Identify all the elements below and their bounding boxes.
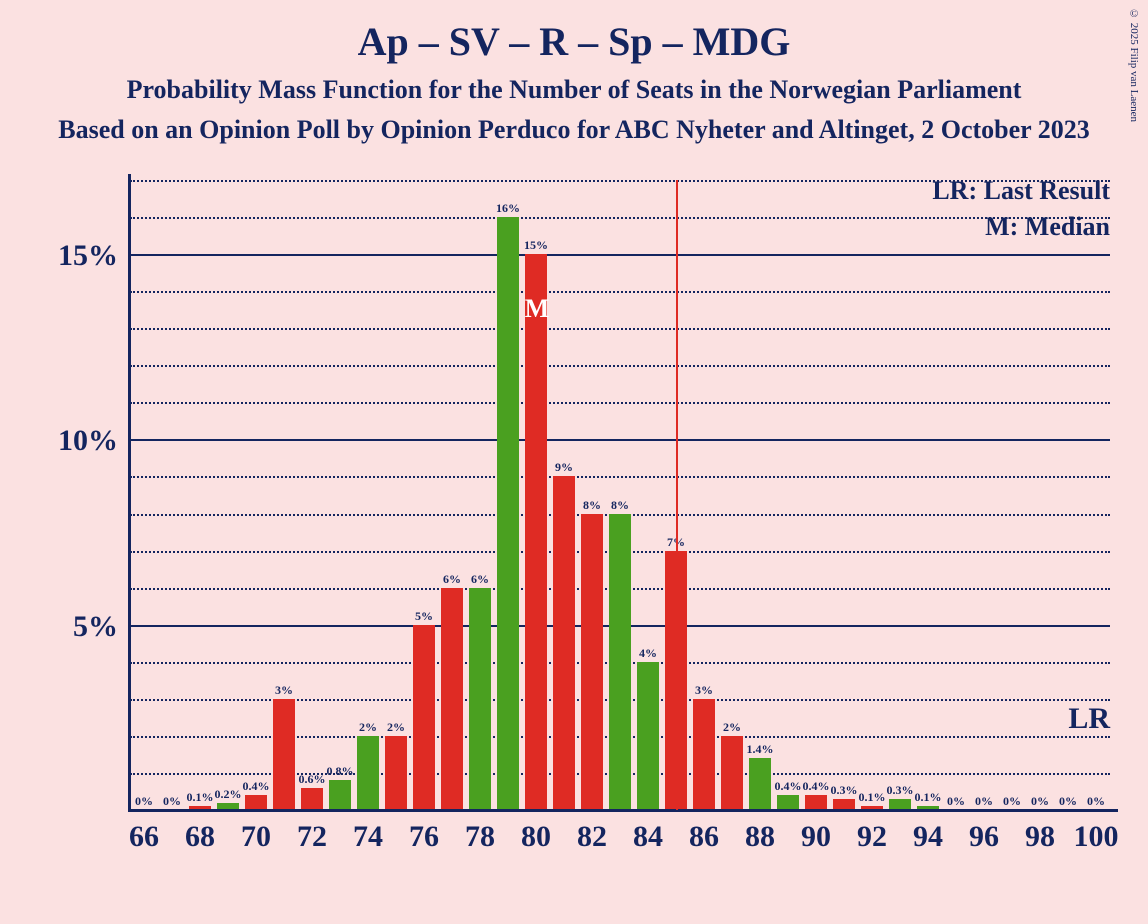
bar-value-label: 5% <box>404 609 444 624</box>
y-axis-line <box>128 174 131 810</box>
bar-value-label: 16% <box>488 201 528 216</box>
x-tick-label: 88 <box>730 820 790 854</box>
bar-value-label: 3% <box>684 683 724 698</box>
x-tick-label: 76 <box>394 820 454 854</box>
gridline-minor <box>130 328 1110 330</box>
x-tick-label: 86 <box>674 820 734 854</box>
gridline-minor <box>130 254 1110 256</box>
chart-bar <box>469 588 491 810</box>
x-tick-label: 68 <box>170 820 230 854</box>
chart-subtitle-2: Based on an Opinion Poll by Opinion Perd… <box>0 115 1148 145</box>
last-result-line <box>676 180 678 810</box>
chart-bar <box>497 217 519 810</box>
chart-bar <box>301 788 323 810</box>
x-tick-label: 80 <box>506 820 566 854</box>
bar-value-label: 9% <box>544 460 584 475</box>
bar-value-label: 0.8% <box>320 764 360 779</box>
x-tick-label: 92 <box>842 820 902 854</box>
gridline-minor <box>130 439 1110 441</box>
x-tick-label: 78 <box>450 820 510 854</box>
gridline-minor <box>130 217 1110 219</box>
bar-value-label: 0.4% <box>236 779 276 794</box>
x-axis-line <box>128 809 1118 812</box>
median-marker: M <box>525 294 547 324</box>
chart-bar <box>329 780 351 810</box>
chart-bar <box>273 699 295 810</box>
chart-bar <box>441 588 463 810</box>
chart-bar <box>637 662 659 810</box>
chart-bar <box>525 254 547 810</box>
x-tick-label: 98 <box>1010 820 1070 854</box>
chart-bar <box>553 476 575 810</box>
bar-value-label: 3% <box>264 683 304 698</box>
bar-value-label: 0% <box>1076 794 1116 809</box>
plot-area: 5%10%15%66687072747678808284868890929496… <box>130 180 1110 810</box>
x-tick-label: 96 <box>954 820 1014 854</box>
chart-bar <box>413 625 435 810</box>
chart-bar <box>693 699 715 810</box>
x-tick-label: 66 <box>114 820 174 854</box>
chart-bar <box>609 514 631 810</box>
x-tick-label: 84 <box>618 820 678 854</box>
chart-title: Ap – SV – R – Sp – MDG <box>0 18 1148 65</box>
y-tick-label: 15% <box>38 239 118 273</box>
gridline-minor <box>130 291 1110 293</box>
title-block: Ap – SV – R – Sp – MDG Probability Mass … <box>0 18 1148 145</box>
gridline-minor <box>130 402 1110 404</box>
chart-subtitle: Probability Mass Function for the Number… <box>0 75 1148 105</box>
chart-bar <box>777 795 799 810</box>
bar-value-label: 2% <box>376 720 416 735</box>
x-tick-label: 74 <box>338 820 398 854</box>
bar-value-label: 6% <box>460 572 500 587</box>
x-tick-label: 100 <box>1066 820 1126 854</box>
x-tick-label: 90 <box>786 820 846 854</box>
legend-median: M: Median <box>985 212 1110 242</box>
y-tick-label: 5% <box>38 610 118 644</box>
legend-last-result: LR: Last Result <box>932 176 1110 206</box>
bar-value-label: 4% <box>628 646 668 661</box>
gridline-minor <box>130 365 1110 367</box>
y-tick-label: 10% <box>38 424 118 458</box>
bar-value-label: 2% <box>712 720 752 735</box>
chart-bar <box>245 795 267 810</box>
chart-bar <box>581 514 603 810</box>
x-tick-label: 82 <box>562 820 622 854</box>
gridline-minor <box>130 476 1110 478</box>
x-tick-label: 72 <box>282 820 342 854</box>
bar-value-label: 8% <box>600 498 640 513</box>
x-tick-label: 70 <box>226 820 286 854</box>
x-tick-label: 94 <box>898 820 958 854</box>
bar-value-label: 15% <box>516 238 556 253</box>
bar-value-label: 1.4% <box>740 742 780 757</box>
chart-bar <box>357 736 379 810</box>
chart-bar <box>385 736 407 810</box>
last-result-label: LR <box>1068 702 1110 736</box>
